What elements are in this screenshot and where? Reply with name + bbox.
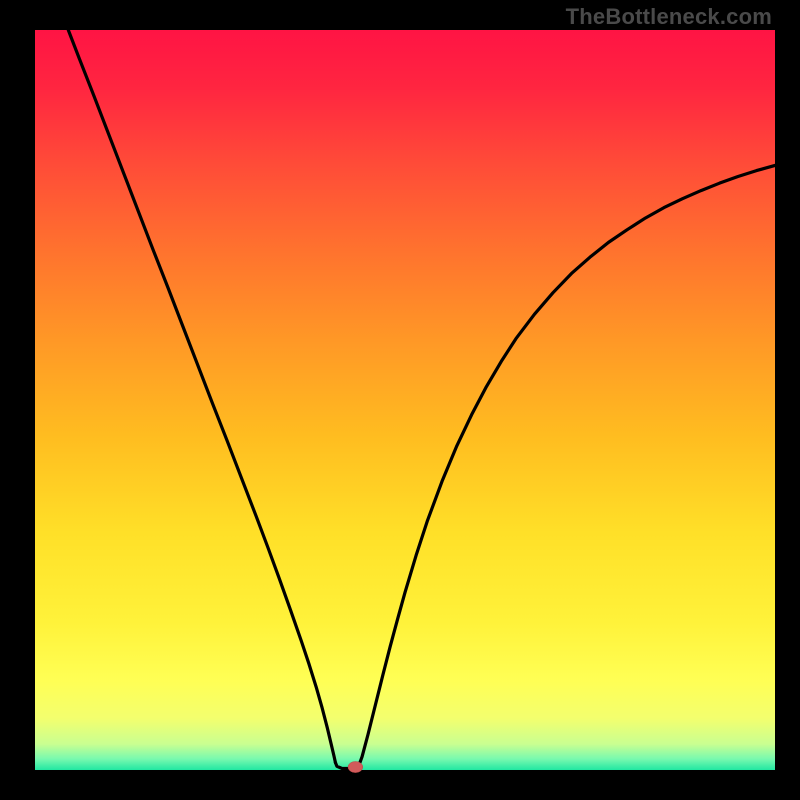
chart-container: { "watermark": { "text": "TheBottleneck.… xyxy=(0,0,800,800)
bottleneck-chart xyxy=(0,0,800,800)
watermark-text: TheBottleneck.com xyxy=(566,4,772,30)
minimum-marker-dot xyxy=(348,761,363,772)
plot-background-gradient xyxy=(35,30,775,770)
